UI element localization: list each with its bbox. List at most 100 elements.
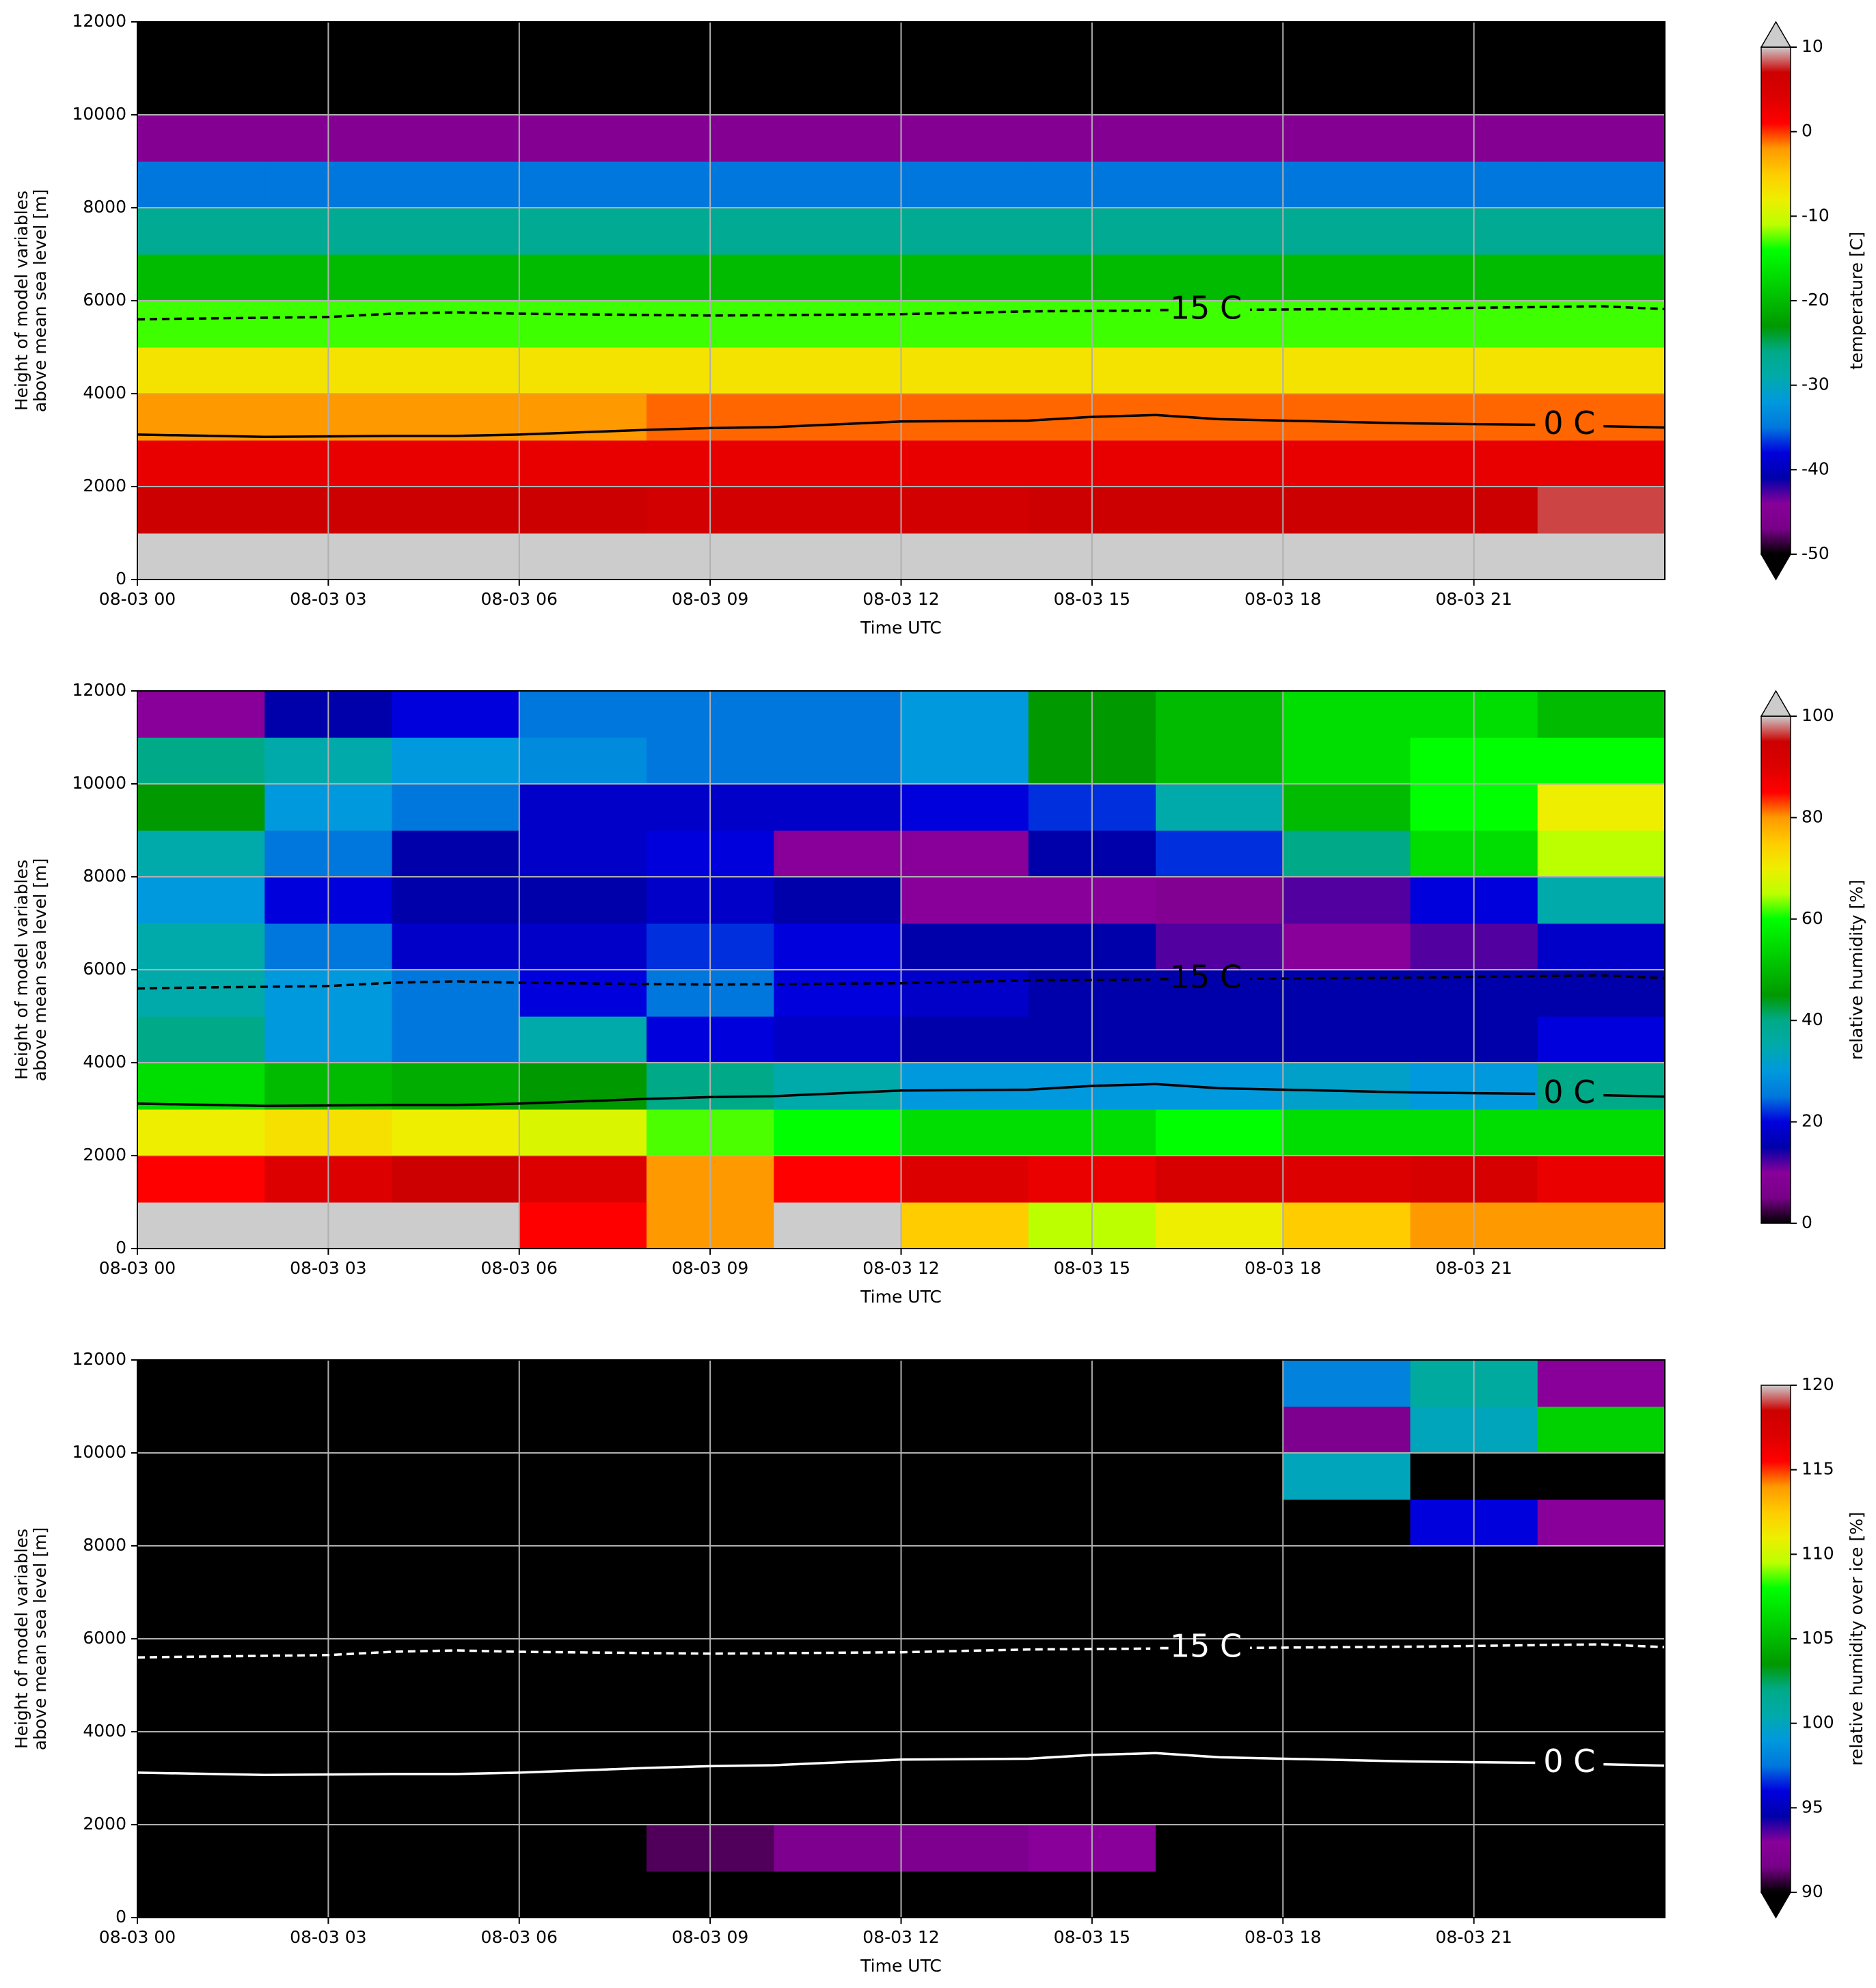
heatmap-cell — [1156, 923, 1283, 970]
heatmap-cell — [1537, 1109, 1665, 1156]
heatmap-cell — [519, 1871, 647, 1918]
heatmap-cell — [901, 1778, 1029, 1825]
contour-line — [137, 305, 1665, 321]
colorbar-tick-label: 20 — [1802, 1111, 1823, 1131]
colorbar-tick-label: 10 — [1802, 36, 1823, 56]
heatmap-cell — [774, 1156, 902, 1203]
colorbar — [1761, 1385, 1791, 1892]
heatmap-cell — [392, 394, 520, 441]
colorbar-tick-label: 60 — [1802, 908, 1823, 928]
heatmap-cell — [392, 22, 520, 69]
heatmap-cell — [392, 1406, 520, 1454]
heatmap-cell — [1537, 1778, 1665, 1825]
heatmap-cell — [519, 1016, 647, 1063]
contour-label: 0 C — [1543, 1743, 1595, 1780]
heatmap-cell — [1283, 1778, 1411, 1825]
heatmap-cell — [392, 533, 520, 580]
heatmap-cell — [774, 1063, 902, 1110]
colorbar-tick-label: 0 — [1802, 1212, 1812, 1232]
heatmap-cell — [774, 1016, 902, 1063]
heatmap-cell — [1537, 161, 1665, 208]
heatmap-cell — [1156, 1453, 1283, 1500]
heatmap-cell — [1537, 1871, 1665, 1918]
heatmap-cell — [392, 737, 520, 785]
y-tick-label: 8000 — [83, 197, 126, 217]
y-tick-label: 8000 — [83, 866, 126, 886]
x-tick-label: 08-03 21 — [1435, 589, 1512, 609]
colorbar-tick-label: 115 — [1802, 1459, 1834, 1479]
heatmap-cell — [137, 115, 265, 162]
heatmap-cell — [392, 970, 520, 1017]
heatmap-cell — [392, 1639, 520, 1686]
heatmap-cell — [137, 68, 265, 115]
heatmap-cell — [1156, 1871, 1283, 1918]
x-tick-label: 08-03 12 — [862, 1927, 939, 1947]
heatmap-cell — [901, 440, 1029, 487]
x-tick-label: 08-03 21 — [1435, 1258, 1512, 1278]
heatmap-cell — [1537, 533, 1665, 580]
heatmap-cell — [1283, 115, 1411, 162]
y-tick-label: 6000 — [83, 959, 126, 979]
heatmap-cell — [392, 161, 520, 208]
contour-label: -15 C — [1158, 958, 1242, 995]
heatmap-cell — [1537, 1499, 1665, 1547]
heatmap-cell — [519, 877, 647, 924]
heatmap-cell — [774, 1109, 902, 1156]
heatmap-cell — [137, 394, 265, 441]
heatmap-cell — [1537, 737, 1665, 785]
heatmap-cell — [901, 161, 1029, 208]
heatmap-cell — [1537, 487, 1665, 534]
heatmap-cell — [137, 1685, 265, 1732]
heatmap-cell — [1156, 1156, 1283, 1203]
contour-line — [137, 1643, 1665, 1659]
heatmap-cell — [901, 1685, 1029, 1732]
heatmap-cell — [901, 1871, 1029, 1918]
heatmap-cell — [774, 1202, 902, 1249]
heatmap-cell — [774, 830, 902, 877]
heatmap-cell — [901, 1156, 1029, 1203]
colorbar-tick-label: 120 — [1802, 1374, 1834, 1394]
heatmap-cell — [392, 784, 520, 831]
colorbar-tick-label: 110 — [1802, 1543, 1834, 1563]
heatmap-cell — [774, 1406, 902, 1454]
heatmap-cell — [774, 1871, 902, 1918]
heatmap-cell — [1283, 1453, 1411, 1500]
heatmap-cell — [1537, 1202, 1665, 1249]
heatmap-cell — [519, 208, 647, 255]
heatmap-cell — [519, 830, 647, 877]
heatmap-cell — [392, 1546, 520, 1593]
heatmap-cell — [1283, 1016, 1411, 1063]
heatmap-cell — [519, 691, 647, 738]
heatmap-cell — [137, 1546, 265, 1593]
x-tick-label: 08-03 03 — [290, 1927, 366, 1947]
heatmap-cell — [901, 347, 1029, 394]
heatmap-cell — [1156, 440, 1283, 487]
heatmap-cell — [774, 301, 902, 348]
panel: 0 C -15 C 08-03 00 08-03 03 08-03 06 08-03 09… — [12, 11, 1866, 638]
heatmap-cell — [519, 1592, 647, 1639]
heatmap-cell — [774, 1639, 902, 1686]
x-tick-label: 08-03 18 — [1245, 1927, 1321, 1947]
x-tick-label: 08-03 09 — [672, 1927, 748, 1947]
heatmap-cell — [901, 208, 1029, 255]
heatmap-cell — [1156, 254, 1283, 301]
colorbar-tick-label: 100 — [1802, 705, 1834, 725]
heatmap-cell — [392, 1685, 520, 1732]
heatmap-cell — [1283, 208, 1411, 255]
heatmap-cell — [774, 1546, 902, 1593]
contour-line — [137, 413, 1665, 438]
heatmap-cell — [137, 533, 265, 580]
heatmap-cell — [1283, 691, 1411, 738]
heatmap-cell — [1156, 1778, 1283, 1825]
heatmap-cell — [137, 1063, 265, 1110]
y-tick-label: 4000 — [83, 1052, 126, 1072]
heatmap-cell — [774, 347, 902, 394]
heatmap-cell — [137, 208, 265, 255]
x-tick-label: 08-03 00 — [99, 1927, 176, 1947]
heatmap-cell — [774, 784, 902, 831]
heatmap-cell — [1537, 877, 1665, 924]
heatmap-cell — [774, 1360, 902, 1407]
heatmap-cell — [901, 1360, 1029, 1407]
x-axis-label: Time UTC — [860, 1287, 942, 1307]
heatmap-cell — [1283, 22, 1411, 69]
